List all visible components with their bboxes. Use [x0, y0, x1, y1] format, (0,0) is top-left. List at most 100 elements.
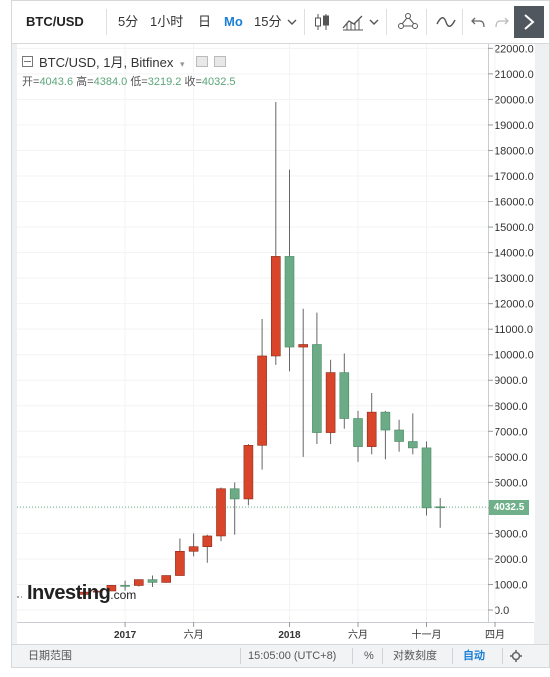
close-label: 收=: [184, 76, 202, 88]
bottom-divider: [382, 648, 383, 664]
timeframe-day[interactable]: 日: [198, 14, 212, 29]
toolbar-divider: [386, 9, 387, 35]
y-tick-label: 8000.0: [494, 401, 528, 413]
legend-title: BTC/USD, 1月, Bitfinex: [39, 55, 174, 70]
symbol-label[interactable]: BTC/USD: [26, 14, 84, 29]
ohlc-readout: 开=4043.6 高=4384.0 低=3219.2 收=4032.5: [22, 73, 236, 89]
candle-body: [134, 579, 144, 586]
candle-body: [92, 590, 103, 593]
settings-icon[interactable]: [196, 56, 209, 67]
area-chart-icon[interactable]: [342, 11, 364, 33]
candle-body: [270, 256, 281, 357]
candle-body: [257, 355, 267, 446]
candle-body: [175, 550, 185, 576]
x-tick-label: 六月: [184, 629, 204, 641]
bottom-divider: [502, 648, 503, 664]
y-axis[interactable]: [488, 44, 535, 622]
low-value: 3219.2: [147, 76, 182, 88]
redo-icon[interactable]: [494, 11, 510, 33]
y-tick-label: 19000.0: [494, 120, 534, 132]
toolbar-divider: [106, 9, 107, 35]
x-tick-label: 四月: [485, 629, 505, 641]
candle-body: [284, 256, 295, 348]
timeframe-1hour[interactable]: 1小时: [150, 14, 184, 29]
log-scale-toggle[interactable]: 对数刻度: [393, 650, 437, 662]
open-value: 4043.6: [39, 76, 74, 88]
percent-toggle[interactable]: %: [364, 650, 374, 662]
candle-body: [339, 372, 350, 419]
candle-body: [394, 429, 404, 442]
y-tick-label: 7000.0: [494, 426, 528, 438]
candle-body: [79, 591, 89, 595]
auto-scale-toggle[interactable]: 自动: [463, 650, 485, 662]
high-label: 高=: [76, 76, 94, 88]
chevron-down-icon[interactable]: [368, 11, 380, 33]
candle-body: [161, 575, 171, 583]
candle-body: [353, 418, 363, 447]
collapse-icon[interactable]: [22, 56, 33, 67]
toolbar-divider: [462, 9, 463, 35]
y-tick-label: 9000.0: [494, 375, 528, 387]
drawing-icon[interactable]: [436, 11, 456, 33]
y-tick-label: 10000.0: [494, 350, 534, 362]
y-tick-label: 17000.0: [494, 171, 534, 183]
y-tick-label: 15000.0: [494, 222, 534, 234]
candle-body: [188, 546, 199, 552]
close-value: 4032.5: [201, 76, 236, 88]
x-tick-label: 十一月: [412, 628, 442, 641]
y-tick-label: 0.0: [494, 605, 509, 617]
x-axis[interactable]: [17, 622, 534, 645]
y-tick-label: 12000.0: [494, 299, 534, 311]
y-tick-label: 20000.0: [494, 94, 534, 106]
chevron-down-icon[interactable]: ▾: [180, 59, 185, 69]
candle-body: [229, 488, 240, 500]
candle-body: [243, 445, 254, 500]
candle-body: [325, 372, 336, 433]
close-icon[interactable]: [213, 56, 226, 67]
undo-icon[interactable]: [470, 11, 486, 33]
candle-body: [435, 506, 446, 509]
indicators-icon[interactable]: [396, 11, 420, 33]
y-tick-label: 6000.0: [494, 452, 528, 464]
date-range-button[interactable]: 日期范围: [28, 650, 72, 662]
last-price-badge: 4032.5: [489, 500, 529, 515]
candle-body: [421, 447, 432, 509]
toolbar-divider: [304, 9, 305, 35]
candle-body: [106, 585, 117, 592]
y-tick-label: 14000.0: [494, 248, 534, 260]
y-tick-label: 16000.0: [494, 197, 534, 209]
chart-legend: BTC/USD, 1月, Bitfinex ▾: [22, 52, 226, 71]
y-tick-label: 2000.0: [494, 554, 528, 566]
y-tick-label: 11000.0: [494, 324, 533, 336]
timeframe-month[interactable]: Mo: [224, 14, 243, 29]
chevron-right-icon: [524, 14, 535, 30]
bottom-divider: [240, 648, 241, 664]
bottom-divider: [352, 648, 353, 664]
plot-area[interactable]: [17, 44, 488, 622]
chevron-down-icon[interactable]: [286, 11, 298, 33]
y-tick-label: 21000.0: [494, 69, 534, 81]
y-tick-label: 5000.0: [494, 477, 528, 489]
candle-body: [407, 441, 418, 449]
y-tick-label: 1000.0: [494, 579, 528, 591]
candle-body: [202, 535, 213, 547]
expand-button[interactable]: [514, 6, 544, 38]
logo-brand: Investing: [27, 582, 111, 604]
timeframe-5min[interactable]: 5分: [118, 14, 139, 29]
x-tick-label: 2017: [114, 630, 137, 641]
gear-icon[interactable]: [510, 650, 522, 662]
candle-body: [147, 579, 158, 583]
candlestick-icon[interactable]: [314, 11, 330, 33]
candle-body: [366, 411, 377, 447]
candle-body: [312, 344, 322, 433]
y-tick-label: 3000.0: [494, 528, 528, 540]
investing-logo: Investing.com: [27, 582, 136, 605]
candle-body: [120, 585, 130, 587]
timeframe-15min[interactable]: 15分: [254, 14, 282, 29]
candle-body: [298, 344, 309, 348]
logo-suffix: .com: [110, 588, 137, 602]
bottom-divider: [452, 648, 453, 664]
candle-body: [380, 411, 391, 431]
bottom-bar: 日期范围 15:05:00 (UTC+8) % 对数刻度 自动: [12, 644, 549, 667]
